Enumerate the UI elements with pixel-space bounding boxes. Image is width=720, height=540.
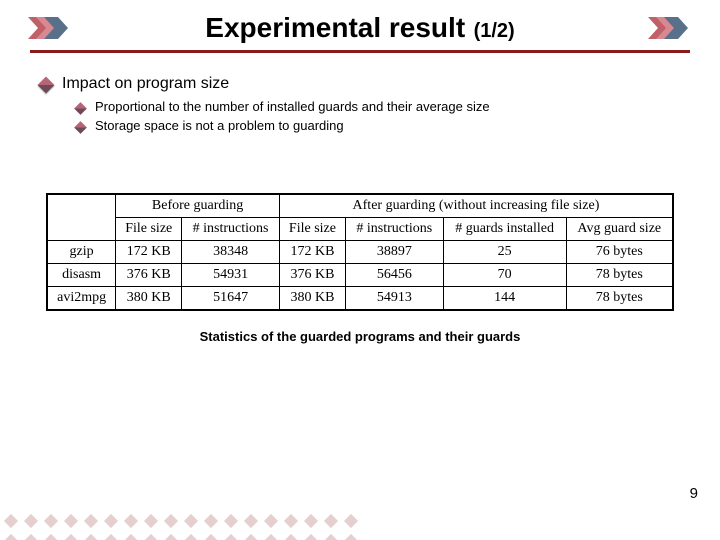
arrow-stack-icon-left: [28, 13, 72, 43]
content-area: Impact on program size Proportional to t…: [0, 53, 720, 344]
table-cell: 78 bytes: [566, 264, 673, 287]
table-row-label: gzip: [47, 241, 116, 264]
table-corner-cell: [47, 194, 116, 241]
table-cell: 376 KB: [279, 264, 345, 287]
table-cell: 380 KB: [279, 287, 345, 311]
slide-title: Experimental result: [205, 12, 465, 43]
table-col-header-cell: # instructions: [182, 218, 280, 241]
table-cell: 144: [443, 287, 566, 311]
slide-title-suffix: (1/2): [474, 20, 515, 42]
table-row-label: avi2mpg: [47, 287, 116, 311]
stats-table: Before guarding After guarding (without …: [46, 193, 674, 311]
arrow-stack-icon-right: [648, 13, 692, 43]
bullet-sub-text: Proportional to the number of installed …: [95, 99, 490, 114]
bullet-main: Impact on program size: [40, 75, 680, 93]
page-number: 9: [690, 485, 698, 502]
table-cell: 38897: [345, 241, 443, 264]
table-col-header-cell: Avg guard size: [566, 218, 673, 241]
bullet-sub-text: Storage space is not a problem to guardi…: [95, 118, 344, 133]
table-cell: 76 bytes: [566, 241, 673, 264]
table-cell: 54931: [182, 264, 280, 287]
table-cell: 70: [443, 264, 566, 287]
title-wrap: Experimental result (1/2): [72, 12, 648, 44]
table-cell: 376 KB: [116, 264, 182, 287]
table-cell: 51647: [182, 287, 280, 311]
table-group-header: Before guarding After guarding (without …: [47, 194, 673, 218]
table-col-header-cell: # instructions: [345, 218, 443, 241]
table-col-header: File size # instructions File size # ins…: [47, 218, 673, 241]
table-row: avi2mpg 380 KB 51647 380 KB 54913 144 78…: [47, 287, 673, 311]
table-cell: 78 bytes: [566, 287, 673, 311]
table-row: gzip 172 KB 38348 172 KB 38897 25 76 byt…: [47, 241, 673, 264]
table-group-header-cell: Before guarding: [116, 194, 280, 218]
diamond-bullet-icon: [38, 77, 55, 94]
diamond-bullet-icon: [74, 102, 87, 115]
table-cell: 25: [443, 241, 566, 264]
table-caption: Statistics of the guarded programs and t…: [46, 329, 674, 344]
table-col-header-cell: File size: [116, 218, 182, 241]
footer-diamond-pattern: [0, 510, 360, 540]
diamond-bullet-icon: [74, 121, 87, 134]
table-cell: 54913: [345, 287, 443, 311]
table-cell: 56456: [345, 264, 443, 287]
table-cell: 172 KB: [279, 241, 345, 264]
table-col-header-cell: File size: [279, 218, 345, 241]
table-row: disasm 376 KB 54931 376 KB 56456 70 78 b…: [47, 264, 673, 287]
table-col-header-cell: # guards installed: [443, 218, 566, 241]
table-group-header-cell: After guarding (without increasing file …: [279, 194, 673, 218]
bullet-sub: Storage space is not a problem to guardi…: [76, 118, 680, 133]
table-row-label: disasm: [47, 264, 116, 287]
bullet-main-text: Impact on program size: [62, 75, 229, 93]
bullet-sub: Proportional to the number of installed …: [76, 99, 680, 114]
table-wrap: Before guarding After guarding (without …: [46, 193, 674, 344]
table-cell: 380 KB: [116, 287, 182, 311]
table-cell: 38348: [182, 241, 280, 264]
table-cell: 172 KB: [116, 241, 182, 264]
slide-header: Experimental result (1/2): [0, 0, 720, 50]
